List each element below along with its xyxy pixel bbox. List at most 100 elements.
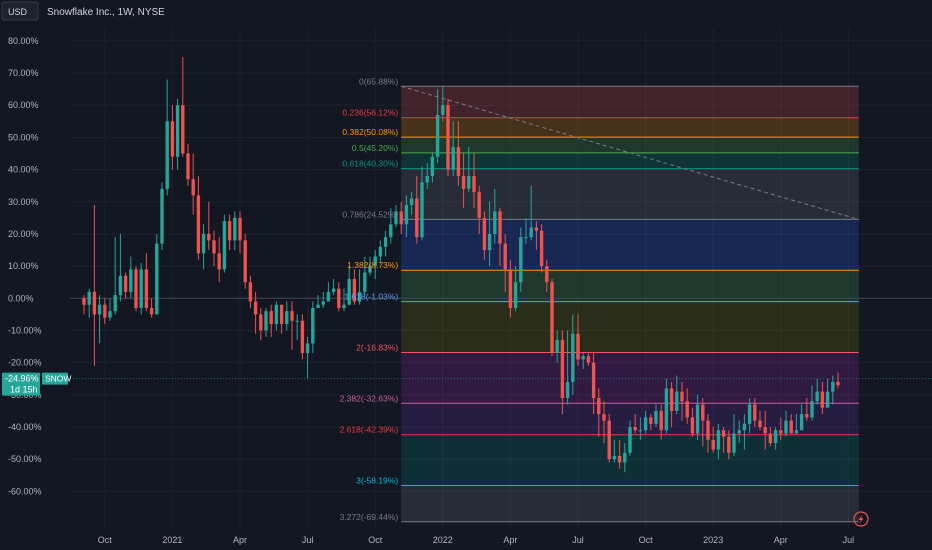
candle[interactable] — [316, 295, 320, 308]
candle[interactable] — [233, 211, 237, 251]
candle[interactable] — [695, 394, 700, 440]
candle[interactable] — [207, 201, 211, 251]
candle[interactable] — [779, 417, 783, 440]
candle[interactable] — [763, 410, 767, 450]
candle[interactable] — [181, 56, 185, 157]
candle[interactable] — [617, 439, 622, 469]
candle[interactable] — [643, 410, 648, 434]
candle[interactable] — [519, 227, 523, 292]
candle[interactable] — [441, 85, 445, 122]
candle[interactable] — [394, 204, 398, 228]
candle[interactable] — [129, 256, 133, 299]
lightning-bolt-icon[interactable] — [853, 511, 869, 527]
candle[interactable] — [753, 398, 757, 428]
candle[interactable] — [311, 301, 315, 354]
candle[interactable] — [737, 420, 741, 444]
candle[interactable] — [160, 182, 164, 251]
candle[interactable] — [456, 121, 461, 186]
candle[interactable] — [201, 224, 206, 270]
candle[interactable] — [825, 378, 830, 408]
candle[interactable] — [217, 237, 221, 283]
candle[interactable] — [732, 414, 736, 456]
candle[interactable] — [472, 153, 476, 209]
candle[interactable] — [279, 304, 284, 334]
candle[interactable] — [389, 208, 393, 244]
candle[interactable] — [669, 381, 674, 428]
candle[interactable] — [524, 217, 528, 244]
candle[interactable] — [638, 417, 643, 440]
candle[interactable] — [721, 427, 726, 453]
candle[interactable] — [685, 388, 689, 424]
candle[interactable] — [690, 407, 695, 437]
candle[interactable] — [612, 439, 617, 463]
candle[interactable] — [794, 414, 799, 434]
candle[interactable] — [326, 282, 331, 302]
candle[interactable] — [305, 336, 310, 379]
candle[interactable] — [269, 304, 273, 337]
candle[interactable] — [758, 410, 762, 431]
candle[interactable] — [259, 307, 263, 341]
candle[interactable] — [113, 237, 117, 315]
candle[interactable] — [97, 295, 102, 344]
candle[interactable] — [576, 314, 580, 366]
candle[interactable] — [768, 427, 773, 447]
candle[interactable] — [425, 163, 429, 189]
candle[interactable] — [799, 404, 804, 431]
candle[interactable] — [633, 414, 637, 434]
candle[interactable] — [352, 269, 357, 305]
candle[interactable] — [222, 214, 227, 273]
candle[interactable] — [675, 375, 679, 415]
candle[interactable] — [212, 230, 216, 267]
candle[interactable] — [134, 266, 138, 312]
currency-box[interactable] — [1, 1, 39, 21]
candle[interactable] — [591, 353, 596, 415]
candle[interactable] — [508, 259, 513, 318]
candle[interactable] — [461, 153, 466, 209]
candle[interactable] — [123, 272, 128, 299]
candle[interactable] — [238, 211, 242, 254]
candle[interactable] — [513, 266, 518, 312]
candle[interactable] — [274, 301, 279, 331]
candle[interactable] — [706, 414, 710, 453]
candle[interactable] — [409, 192, 414, 215]
candle[interactable] — [602, 401, 606, 444]
candle[interactable] — [487, 201, 492, 267]
candle[interactable] — [810, 385, 814, 421]
candle[interactable] — [565, 330, 570, 405]
candle[interactable] — [399, 201, 403, 234]
candle[interactable] — [831, 375, 835, 405]
candle[interactable] — [836, 372, 840, 389]
candle[interactable] — [581, 353, 585, 370]
candle[interactable] — [539, 224, 544, 273]
candle[interactable] — [597, 388, 601, 437]
candle[interactable] — [186, 143, 190, 186]
candle[interactable] — [175, 98, 180, 170]
y-axis[interactable]: 80.00% 70.00% 60.00% 50.00% 40.00% 30.00% 20.0… — [8, 36, 42, 497]
candle[interactable] — [654, 404, 658, 428]
candle[interactable] — [742, 414, 747, 450]
candle[interactable] — [285, 301, 289, 331]
candle[interactable] — [820, 381, 825, 415]
candle[interactable] — [716, 423, 721, 460]
candle[interactable] — [357, 269, 362, 305]
candle[interactable] — [144, 253, 149, 312]
candle[interactable] — [196, 176, 201, 260]
candle[interactable] — [477, 185, 481, 234]
candle[interactable] — [264, 307, 268, 337]
candle[interactable] — [415, 176, 419, 244]
candle[interactable] — [659, 404, 663, 440]
candle[interactable] — [430, 153, 435, 183]
candle[interactable] — [139, 262, 143, 315]
candle[interactable] — [623, 443, 627, 473]
candle[interactable] — [191, 153, 195, 215]
candle[interactable] — [628, 420, 632, 456]
candle[interactable] — [404, 195, 409, 238]
candle[interactable] — [493, 188, 497, 244]
candle[interactable] — [347, 266, 351, 305]
candle[interactable] — [529, 185, 533, 241]
candle[interactable] — [498, 208, 502, 267]
candle[interactable] — [560, 330, 565, 415]
candle[interactable] — [82, 295, 86, 315]
candle[interactable] — [342, 288, 346, 312]
